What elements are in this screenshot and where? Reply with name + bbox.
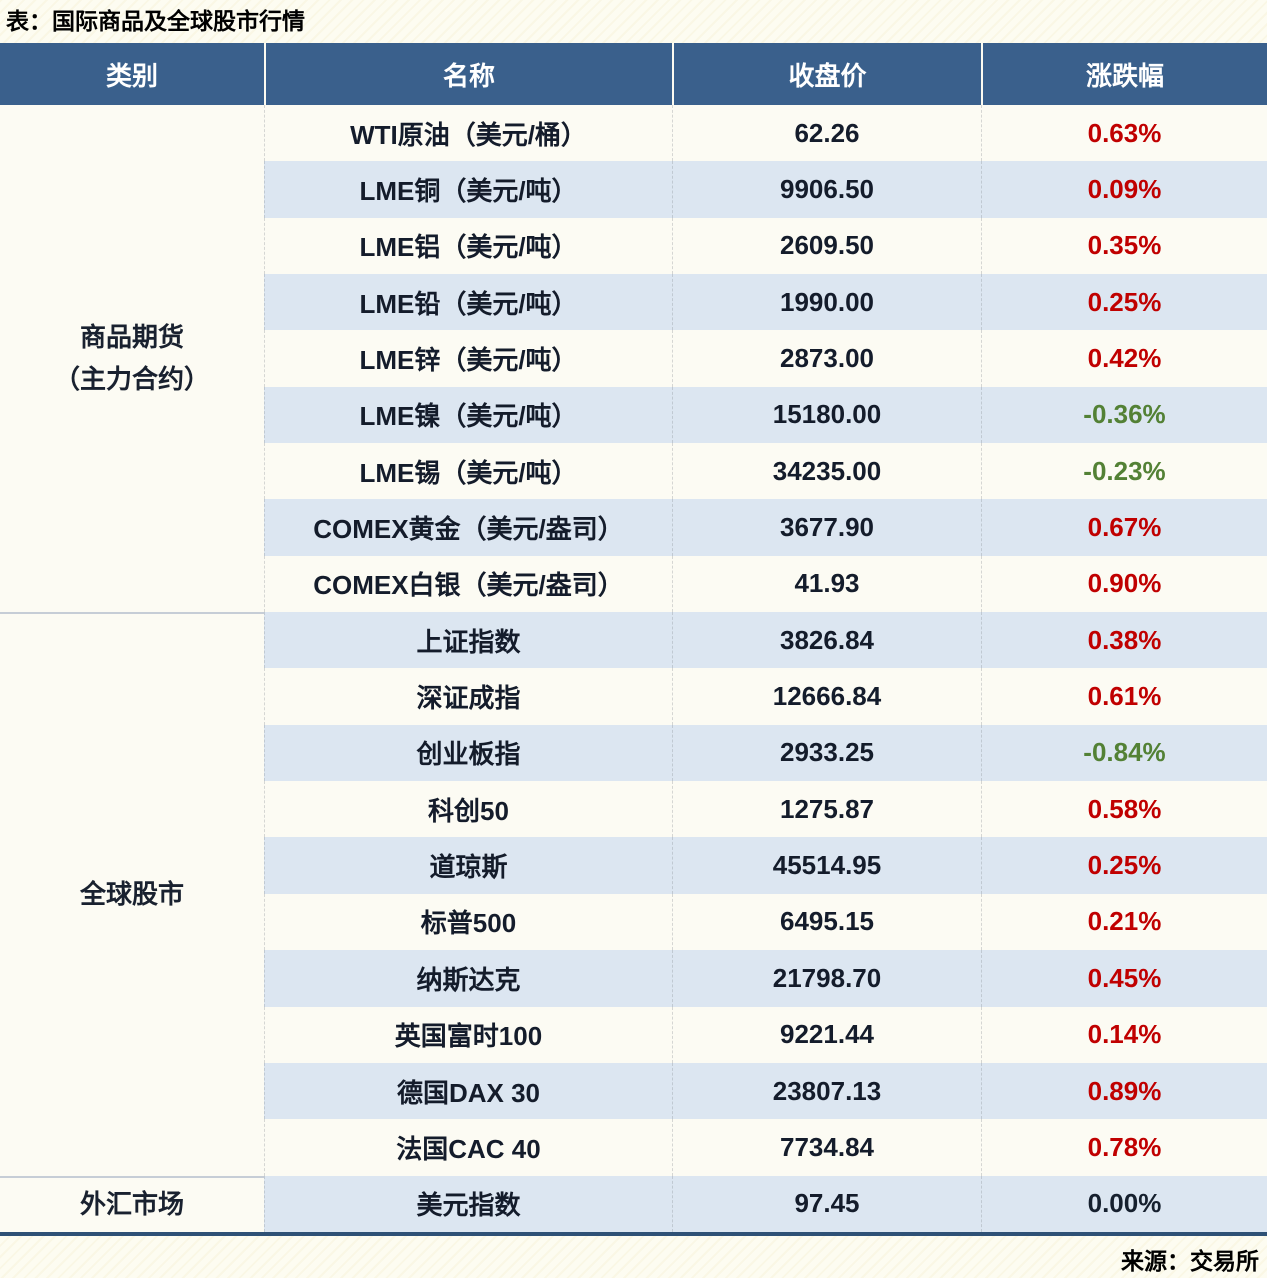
category-label-line: 全球股市 — [79, 879, 184, 910]
name-cell: WTI原油（美元/桶） — [264, 105, 672, 162]
change-cell: 0.45% — [981, 950, 1267, 1007]
change-cell: 0.42% — [981, 330, 1267, 387]
change-cell: 0.67% — [981, 499, 1267, 556]
close-cell: 3826.84 — [672, 612, 981, 669]
close-cell: 12666.84 — [672, 668, 981, 725]
change-cell: 0.09% — [981, 161, 1267, 218]
close-cell: 9221.44 — [672, 1006, 981, 1063]
change-cell: 0.25% — [981, 837, 1267, 894]
name-cell: 标普500 — [264, 893, 672, 951]
name-cell: 科创50 — [264, 781, 672, 838]
name-cell: 纳斯达克 — [264, 950, 672, 1007]
close-cell: 2873.00 — [672, 330, 981, 387]
change-cell: 0.61% — [981, 668, 1267, 725]
close-cell: 45514.95 — [672, 837, 981, 894]
change-cell: 0.90% — [981, 555, 1267, 613]
name-cell: 英国富时100 — [264, 1006, 672, 1063]
close-cell: 1275.87 — [672, 781, 981, 838]
name-cell: LME铝（美元/吨） — [264, 217, 672, 275]
column-header-close: 收盘价 — [672, 43, 981, 105]
name-cell: COMEX白银（美元/盎司） — [264, 555, 672, 613]
name-cell: LME锌（美元/吨） — [264, 330, 672, 387]
category-cell: 外汇市场 — [0, 1175, 264, 1232]
name-cell: 法国CAC 40 — [264, 1119, 672, 1176]
name-cell: LME锡（美元/吨） — [264, 443, 672, 500]
close-cell: 21798.70 — [672, 950, 981, 1007]
name-cell: 创业板指 — [264, 724, 672, 782]
close-cell: 23807.13 — [672, 1062, 981, 1120]
change-cell: 0.35% — [981, 217, 1267, 275]
column-header-name: 名称 — [264, 43, 672, 105]
change-cell: 0.00% — [981, 1175, 1267, 1232]
change-cell: -0.84% — [981, 724, 1267, 782]
close-cell: 2609.50 — [672, 217, 981, 275]
name-cell: LME铅（美元/吨） — [264, 274, 672, 331]
change-cell: 0.14% — [981, 1006, 1267, 1063]
name-cell: LME铜（美元/吨） — [264, 161, 672, 218]
category-cell: 商品期货 （主力合约） — [0, 105, 264, 613]
name-cell: 美元指数 — [264, 1175, 672, 1232]
close-cell: 15180.00 — [672, 386, 981, 444]
name-cell: 深证成指 — [264, 668, 672, 725]
data-source-note: 来源：交易所 — [1121, 1248, 1259, 1274]
close-cell: 7734.84 — [672, 1119, 981, 1176]
change-cell: -0.23% — [981, 443, 1267, 500]
close-cell: 97.45 — [672, 1175, 981, 1232]
name-cell: 德国DAX 30 — [264, 1062, 672, 1120]
category-label-line: 商品期货 — [79, 321, 184, 352]
name-cell: LME镍（美元/吨） — [264, 386, 672, 444]
column-header-category: 类别 — [0, 43, 264, 105]
close-cell: 1990.00 — [672, 274, 981, 331]
category-cell: 全球股市 — [0, 612, 264, 1176]
change-cell: -0.36% — [981, 386, 1267, 444]
column-header-change: 涨跌幅 — [981, 43, 1267, 105]
close-cell: 6495.15 — [672, 893, 981, 951]
market-table: 类别 名称 收盘价 涨跌幅 商品期货 （主力合约） WTI原油（美元/桶） 62.26… — [0, 43, 1267, 1236]
page-title: 表：国际商品及全球股市行情 — [6, 8, 305, 34]
change-cell: 0.89% — [981, 1062, 1267, 1120]
name-cell: 上证指数 — [264, 612, 672, 669]
change-cell: 0.63% — [981, 105, 1267, 162]
close-cell: 9906.50 — [672, 161, 981, 218]
close-cell: 3677.90 — [672, 499, 981, 556]
category-label-line: 外汇市场 — [79, 1188, 184, 1219]
name-cell: 道琼斯 — [264, 837, 672, 894]
close-cell: 34235.00 — [672, 443, 981, 500]
change-cell: 0.58% — [981, 781, 1267, 838]
close-cell: 2933.25 — [672, 724, 981, 782]
name-cell: COMEX黄金（美元/盎司） — [264, 499, 672, 556]
change-cell: 0.38% — [981, 612, 1267, 669]
change-cell: 0.21% — [981, 893, 1267, 951]
change-cell: 0.78% — [981, 1119, 1267, 1176]
change-cell: 0.25% — [981, 274, 1267, 331]
close-cell: 41.93 — [672, 555, 981, 613]
category-label-line: （主力合约） — [53, 363, 210, 394]
close-cell: 62.26 — [672, 105, 981, 162]
